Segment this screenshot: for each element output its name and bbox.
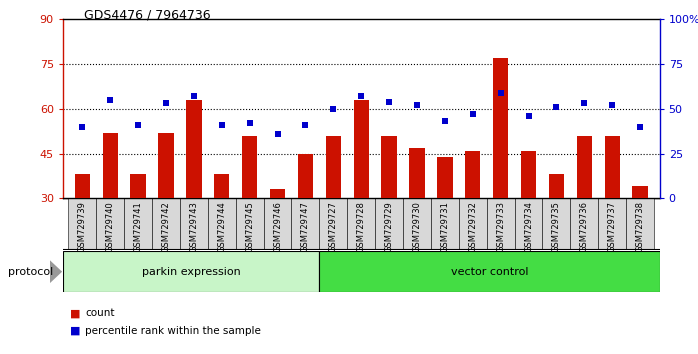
Bar [570, 198, 598, 250]
Bar [465, 150, 480, 198]
Text: GSM729729: GSM729729 [385, 201, 394, 252]
Text: GSM729738: GSM729738 [636, 201, 644, 252]
Bar [264, 198, 292, 250]
Point [439, 119, 450, 124]
Bar [298, 154, 313, 198]
Bar [242, 136, 258, 198]
Point [105, 97, 116, 103]
Text: GSM729742: GSM729742 [161, 201, 170, 252]
Bar [292, 198, 320, 250]
Text: ■: ■ [70, 308, 80, 318]
Bar [236, 198, 264, 250]
Bar [68, 198, 96, 250]
Text: GSM729736: GSM729736 [580, 201, 589, 252]
Point [133, 122, 144, 128]
Text: GSM729734: GSM729734 [524, 201, 533, 252]
Bar [409, 148, 424, 198]
Bar [514, 198, 542, 250]
Point [77, 124, 88, 130]
Point [634, 124, 646, 130]
Point [355, 93, 367, 99]
Bar [320, 198, 348, 250]
Bar [437, 156, 452, 198]
Point [495, 90, 506, 96]
Bar [96, 198, 124, 250]
Point [216, 122, 228, 128]
Bar [403, 198, 431, 250]
Text: GSM729747: GSM729747 [301, 201, 310, 252]
Bar [180, 198, 208, 250]
Bar [124, 198, 152, 250]
Bar [381, 136, 396, 198]
Point [467, 112, 478, 117]
Bar [348, 198, 375, 250]
Text: parkin expression: parkin expression [142, 267, 241, 277]
Bar [487, 198, 514, 250]
Bar [626, 198, 654, 250]
Bar [577, 136, 592, 198]
Point [161, 101, 172, 106]
Text: GSM729739: GSM729739 [78, 201, 87, 252]
Bar [493, 58, 508, 198]
Bar [632, 186, 648, 198]
Bar [214, 175, 230, 198]
Text: GSM729744: GSM729744 [217, 201, 226, 252]
Bar [549, 175, 564, 198]
Text: percentile rank within the sample: percentile rank within the sample [85, 326, 261, 336]
Text: GSM729735: GSM729735 [552, 201, 561, 252]
Bar [542, 198, 570, 250]
Text: GSM729737: GSM729737 [608, 201, 617, 252]
Point [244, 120, 255, 126]
Bar [375, 198, 403, 250]
Bar [208, 198, 236, 250]
Text: GSM729731: GSM729731 [440, 201, 450, 252]
Bar [63, 251, 320, 292]
Bar [186, 100, 202, 198]
Bar [459, 198, 487, 250]
Bar [152, 198, 180, 250]
Text: GSM729746: GSM729746 [273, 201, 282, 252]
Text: GSM729733: GSM729733 [496, 201, 505, 252]
Text: protocol: protocol [8, 267, 54, 277]
Text: GSM729730: GSM729730 [413, 201, 422, 252]
Text: GSM729732: GSM729732 [468, 201, 477, 252]
Point [383, 99, 394, 104]
Bar [320, 251, 660, 292]
Bar [103, 133, 118, 198]
Point [607, 102, 618, 108]
Text: GSM729728: GSM729728 [357, 201, 366, 252]
Bar [326, 136, 341, 198]
Point [523, 113, 534, 119]
Polygon shape [50, 260, 62, 284]
Point [579, 101, 590, 106]
Text: vector control: vector control [451, 267, 528, 277]
Point [411, 102, 422, 108]
Text: GSM729740: GSM729740 [105, 201, 114, 252]
Point [272, 131, 283, 137]
Bar [354, 100, 369, 198]
Point [551, 104, 562, 110]
Bar [270, 189, 285, 198]
Text: GSM729743: GSM729743 [189, 201, 198, 252]
Text: GSM729727: GSM729727 [329, 201, 338, 252]
Bar [521, 150, 536, 198]
Bar [131, 175, 146, 198]
Text: GDS4476 / 7964736: GDS4476 / 7964736 [84, 9, 210, 22]
Bar [158, 133, 174, 198]
Point [300, 122, 311, 128]
Point [328, 106, 339, 112]
Bar [431, 198, 459, 250]
Bar [75, 175, 90, 198]
Text: ■: ■ [70, 326, 80, 336]
Text: GSM729741: GSM729741 [133, 201, 142, 252]
Point [188, 93, 200, 99]
Bar [598, 198, 626, 250]
Text: count: count [85, 308, 114, 318]
Text: GSM729745: GSM729745 [245, 201, 254, 252]
Bar [604, 136, 620, 198]
